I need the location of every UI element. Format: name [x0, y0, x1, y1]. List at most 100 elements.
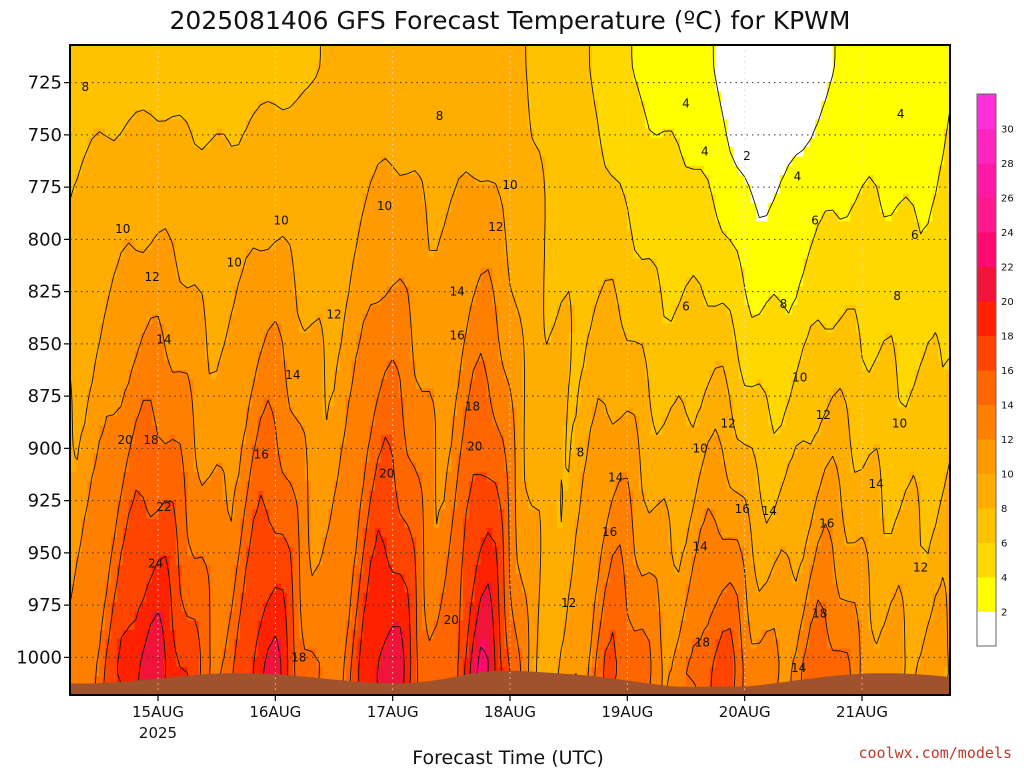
- heatmap-cell: [187, 630, 194, 640]
- heatmap-cell: [134, 212, 141, 223]
- heatmap-cell: [328, 221, 335, 232]
- heatmap-cell: [304, 100, 312, 111]
- heatmap-cell: [328, 444, 335, 455]
- heatmap-cell: [380, 202, 388, 213]
- heatmap-cell: [410, 416, 417, 427]
- heatmap-cell: [386, 100, 394, 111]
- heatmap-cell: [275, 277, 282, 288]
- heatmap-cell: [363, 370, 370, 380]
- heatmap-cell: [351, 537, 359, 548]
- heatmap-cell: [105, 388, 112, 399]
- heatmap-cell: [181, 583, 188, 594]
- heatmap-cell: [422, 72, 429, 83]
- heatmap-cell: [457, 100, 464, 111]
- heatmap-cell: [433, 472, 441, 483]
- heatmap-cell: [304, 574, 312, 585]
- heatmap-cell: [111, 165, 118, 176]
- heatmap-cell: [122, 648, 130, 659]
- heatmap-cell: [328, 518, 335, 529]
- heatmap-cell: [105, 202, 112, 213]
- heatmap-cell: [422, 537, 429, 548]
- heatmap-cell: [304, 397, 312, 408]
- heatmap-cell: [363, 648, 370, 659]
- heatmap-cell: [334, 667, 341, 678]
- heatmap-cell: [468, 546, 476, 557]
- heatmap-cell: [357, 54, 364, 65]
- heatmap-cell: [122, 184, 130, 195]
- heatmap-cell: [187, 165, 194, 176]
- heatmap-cell: [310, 277, 317, 288]
- heatmap-cell: [281, 165, 288, 176]
- heatmap-cell: [158, 128, 165, 139]
- heatmap-cell: [386, 537, 394, 548]
- heatmap-cell: [87, 137, 95, 148]
- heatmap-cell: [310, 518, 317, 529]
- heatmap-cell: [70, 630, 77, 640]
- heatmap-cell: [480, 397, 488, 408]
- heatmap-cell: [75, 667, 83, 678]
- heatmap-cell: [380, 667, 388, 678]
- heatmap-cell: [146, 667, 153, 678]
- heatmap-cell: [451, 202, 458, 213]
- heatmap-cell: [351, 323, 359, 334]
- heatmap-cell: [375, 193, 382, 204]
- heatmap-cell: [345, 379, 353, 390]
- heatmap-cell: [111, 537, 118, 548]
- heatmap-cell: [216, 379, 224, 390]
- heatmap-cell: [404, 527, 411, 538]
- heatmap-cell: [193, 490, 200, 501]
- heatmap-cell: [380, 620, 388, 631]
- heatmap-cell: [451, 574, 458, 585]
- heatmap-cell: [445, 370, 452, 380]
- heatmap-cell: [468, 360, 476, 371]
- heatmap-cell: [410, 657, 417, 668]
- heatmap-cell: [70, 555, 77, 566]
- heatmap-cell: [222, 314, 229, 325]
- heatmap-cell: [234, 193, 241, 204]
- heatmap-cell: [287, 91, 294, 102]
- heatmap-cell: [240, 351, 247, 362]
- heatmap-cell: [169, 45, 177, 55]
- heatmap-cell: [99, 435, 106, 445]
- heatmap-cell: [474, 82, 482, 93]
- heatmap-cell: [75, 481, 83, 492]
- heatmap-cell: [228, 583, 235, 594]
- heatmap-cell: [152, 258, 159, 269]
- heatmap-cell: [380, 342, 388, 353]
- heatmap-cell: [375, 555, 382, 566]
- heatmap-cell: [87, 453, 95, 464]
- heatmap-cell: [199, 537, 206, 548]
- heatmap-cell: [357, 574, 364, 585]
- heatmap-cell: [328, 249, 335, 260]
- heatmap-cell: [369, 592, 376, 603]
- heatmap-cell: [275, 555, 282, 566]
- heatmap-cell: [345, 425, 353, 436]
- heatmap-cell: [345, 435, 353, 445]
- heatmap-cell: [122, 137, 130, 148]
- heatmap-cell: [410, 481, 417, 492]
- heatmap-cell: [287, 388, 294, 399]
- heatmap-cell: [316, 193, 323, 204]
- heatmap-cell: [81, 342, 89, 353]
- heatmap-cell: [105, 82, 112, 93]
- heatmap-cell: [210, 128, 218, 139]
- heatmap-cell: [357, 472, 364, 483]
- heatmap-cell: [275, 388, 282, 399]
- heatmap-cell: [380, 630, 388, 640]
- heatmap-cell: [322, 240, 329, 250]
- heatmap-cell: [363, 323, 370, 334]
- heatmap-cell: [281, 379, 288, 390]
- heatmap-cell: [251, 286, 259, 297]
- heatmap-cell: [75, 72, 83, 83]
- heatmap-cell: [81, 82, 89, 93]
- heatmap-cell: [216, 620, 224, 631]
- heatmap-cell: [463, 490, 470, 501]
- heatmap-cell: [386, 407, 394, 418]
- heatmap-cell: [445, 240, 452, 250]
- heatmap-cell: [422, 518, 429, 529]
- heatmap-cell: [257, 370, 265, 380]
- heatmap-cell: [257, 602, 265, 613]
- heatmap-cell: [75, 509, 83, 520]
- heatmap-cell: [122, 258, 130, 269]
- heatmap-cell: [339, 54, 347, 65]
